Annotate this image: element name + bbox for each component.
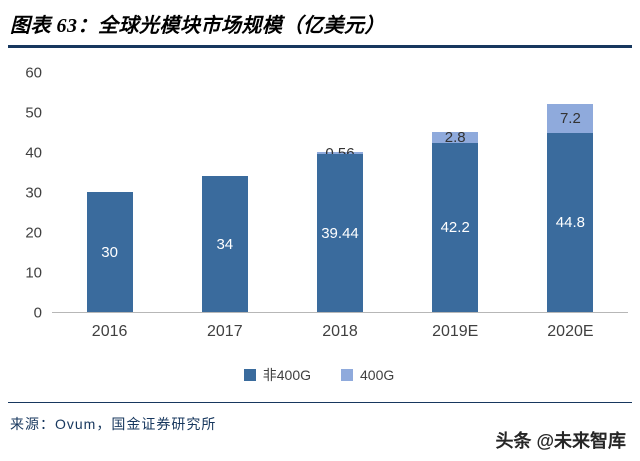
y-tick-label: 40 <box>25 144 42 162</box>
bar-segment-非400G: 42.2 <box>432 143 479 312</box>
y-tick-label: 20 <box>25 224 42 242</box>
stacked-bar: 0.56 39.44 <box>317 146 363 312</box>
y-tick-label: 60 <box>25 64 42 82</box>
stacked-bar: 7.2 44.8 <box>547 104 594 312</box>
bar-value-label: 39.44 <box>321 224 359 242</box>
bar-value-label: 30 <box>101 243 118 261</box>
y-axis: 0 10 20 30 40 50 60 <box>10 66 52 321</box>
chart-title: 图表 63：全球光模块市场规模（亿美元） <box>10 15 385 37</box>
chart-body: 0 10 20 30 40 50 60 30 34 0.56 39.44 2.8 42.2 7.2 44.… <box>10 66 628 321</box>
title-divider <box>8 45 632 48</box>
x-axis-label: 2018 <box>322 323 358 340</box>
footer-divider <box>8 402 632 403</box>
x-axis-label: 2017 <box>207 323 243 340</box>
stacked-bar: 2.8 42.2 <box>432 129 479 312</box>
bar-column: 0.56 39.44 <box>282 72 397 312</box>
stacked-bar: 30 <box>86 192 133 312</box>
source-note: 来源：Ovum，国金证券研究所 <box>10 416 217 432</box>
y-tick-label: 50 <box>25 104 42 122</box>
bar-value-label: 7.2 <box>559 109 581 127</box>
bar-value-label: 34 <box>216 235 234 253</box>
bar-segment-400G: 2.8 <box>432 129 479 147</box>
bar-segment-非400G: 34 <box>201 176 248 312</box>
x-labels: 2016 2017 2018 2019E 2020E <box>52 313 628 341</box>
bar-segment-非400G: 44.8 <box>547 132 594 312</box>
y-tick-label: 10 <box>25 264 42 282</box>
legend-swatch <box>243 369 256 381</box>
x-axis-label: 2020E <box>547 323 594 340</box>
chart-header: 图表 63：全球光模块市场规模（亿美元） <box>0 0 640 38</box>
stacked-bar-chart: 0 10 20 30 40 50 60 30 34 0.56 39.44 2.8 42.2 7.2 44.… <box>10 66 628 385</box>
bar-segment-非400G: 39.44 <box>317 154 363 312</box>
plot-area: 30 34 0.56 39.44 2.8 42.2 7.2 44.8 <box>52 72 628 313</box>
bar-segment-400G: 7.2 <box>547 104 594 133</box>
watermark-text: 头条 @未来智库 <box>495 431 626 451</box>
y-tick-label: 30 <box>25 184 42 202</box>
bar-value-label: 42.2 <box>440 219 470 237</box>
bar-column: 2.8 42.2 <box>398 72 513 312</box>
bar-value-label: 2.8 <box>444 129 466 147</box>
legend-label: 400G <box>360 367 395 383</box>
x-axis-label: 2016 <box>91 323 128 340</box>
x-axis-label: 2019E <box>432 323 479 340</box>
bar-column: 30 <box>52 72 167 312</box>
bar-column: 7.2 44.8 <box>513 72 628 312</box>
bar-segment-非400G: 30 <box>86 192 133 312</box>
bar-column: 34 <box>167 72 282 312</box>
legend-item-400G: 400G <box>341 365 394 385</box>
legend-label: 非400G <box>262 367 311 383</box>
legend-item-非400G: 非400G <box>243 365 311 385</box>
legend-swatch <box>341 369 353 381</box>
stacked-bar: 34 <box>201 176 248 312</box>
bar-value-label: 44.8 <box>555 213 585 231</box>
y-tick-label: 0 <box>33 304 42 322</box>
chart-legend: 非400G 400G <box>10 365 628 385</box>
